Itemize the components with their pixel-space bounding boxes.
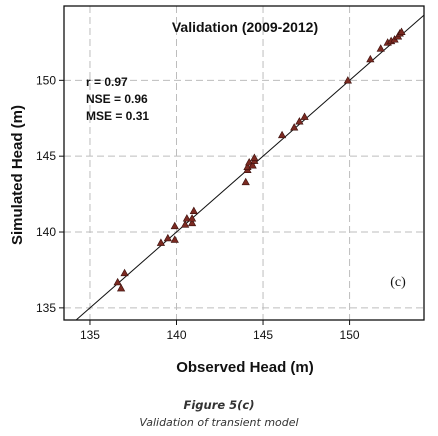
scatter-chart: 135 140 145 150 135 140 145 150 Validation (20…	[9, 5, 425, 376]
data-point	[187, 214, 197, 222]
y-tick-label: 150	[36, 73, 56, 87]
data-point	[182, 214, 191, 222]
data-point	[113, 277, 122, 286]
data-point	[300, 112, 309, 120]
data-point	[181, 220, 190, 228]
x-axis-ticks: 135 140 145 150	[80, 320, 360, 342]
data-point	[343, 76, 352, 84]
data-point	[295, 117, 304, 125]
grid-lines	[64, 6, 424, 320]
data-point	[397, 27, 406, 35]
data-point	[241, 177, 250, 186]
stat-mse: MSE = 0.31	[86, 109, 149, 123]
y-axis-ticks: 135 140 145 150	[36, 73, 64, 315]
x-tick-label: 145	[253, 328, 273, 342]
data-point	[250, 153, 259, 161]
stats-box: r = 0.97 NSE = 0.96 MSE = 0.31	[86, 75, 149, 123]
data-point	[376, 44, 385, 52]
data-point	[189, 206, 198, 214]
panel-label: (c)	[390, 275, 406, 290]
data-point	[277, 130, 287, 139]
x-tick-label: 150	[340, 328, 360, 342]
data-point	[156, 238, 166, 246]
data-point	[170, 221, 179, 230]
data-point	[366, 54, 375, 63]
data-point	[163, 233, 172, 242]
figure-subtitle: Validation of transient model	[139, 416, 299, 429]
data-points	[113, 27, 406, 292]
data-point	[248, 161, 257, 169]
chart-title: Validation (2009-2012)	[172, 19, 318, 35]
figure-title: Figure 5(c)	[183, 398, 255, 412]
y-tick-label: 140	[36, 225, 56, 239]
stat-r: r = 0.97	[86, 75, 128, 89]
plot-frame	[63, 5, 425, 321]
y-tick-label: 135	[36, 301, 56, 315]
data-point	[170, 235, 179, 243]
y-tick-label: 145	[36, 149, 56, 163]
data-point	[290, 123, 299, 131]
data-point	[117, 283, 126, 292]
data-point	[120, 268, 129, 277]
x-axis-label: Observed Head (m)	[176, 359, 314, 376]
stat-nse: NSE = 0.96	[86, 92, 148, 106]
y-axis-label: Simulated Head (m)	[9, 105, 26, 245]
data-point	[187, 218, 197, 227]
x-tick-label: 140	[166, 328, 186, 342]
x-tick-label: 135	[80, 328, 100, 342]
